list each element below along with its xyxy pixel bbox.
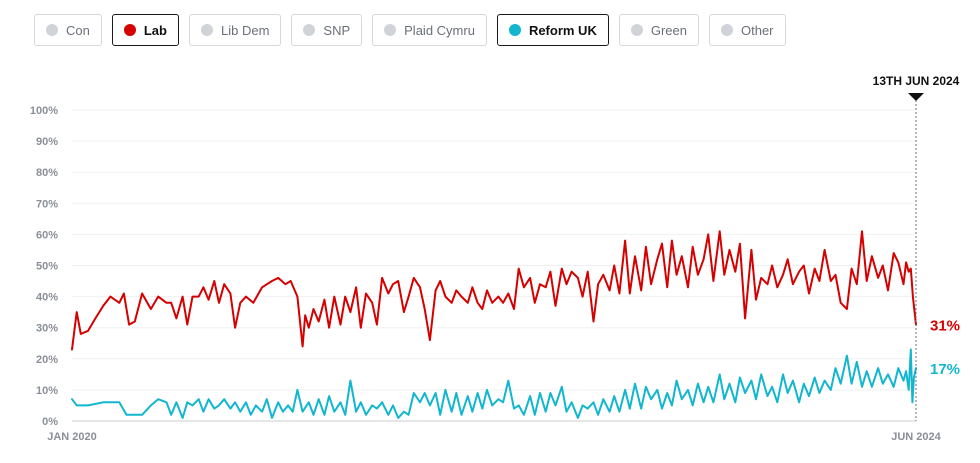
legend-dot-icon <box>630 24 643 36</box>
legend-dot-icon <box>46 24 58 36</box>
legend-toggle-reform[interactable]: Reform UK <box>496 14 609 46</box>
legend-toggle-con[interactable]: Con <box>34 14 102 46</box>
legend-label: Plaid Cymru <box>404 22 475 38</box>
x-tick-label: JAN 2020 <box>47 431 97 443</box>
series-line-reform-uk <box>71 348 917 419</box>
marker-date-label: 13TH JUN 2024 <box>873 74 960 88</box>
party-legend: Con Lab Lib Dem SNP Plaid Cymru Reform UK Gree… <box>34 14 786 46</box>
y-tick-label: 20% <box>36 354 58 366</box>
legend-label: Reform UK <box>528 22 597 38</box>
y-axis: 0% 10% 20% 30% 40% 50% 60% 70% 80% 90% 100% <box>30 105 58 428</box>
x-tick-label: JUN 2024 <box>891 431 941 443</box>
series-end-labels: 31% 17% <box>930 318 960 379</box>
y-tick-label: 50% <box>36 261 58 273</box>
y-tick-label: 60% <box>36 229 58 241</box>
legend-toggle-lab[interactable]: Lab <box>111 14 179 46</box>
legend-label: Con <box>66 22 90 38</box>
legend-dot-icon <box>200 24 213 36</box>
legend-label: Lib Dem <box>220 22 270 38</box>
legend-dot-icon <box>123 24 136 36</box>
legend-label: Green <box>650 22 687 38</box>
chart-series <box>71 230 917 419</box>
legend-dot-icon <box>303 24 316 36</box>
y-tick-label: 90% <box>36 136 58 148</box>
y-tick-label: 70% <box>36 198 58 210</box>
y-tick-label: 40% <box>36 292 58 304</box>
y-tick-label: 100% <box>30 105 58 117</box>
chart-grid <box>72 109 916 422</box>
y-tick-label: 80% <box>36 167 58 179</box>
legend-toggle-snp[interactable]: SNP <box>291 14 363 46</box>
legend-toggle-plaid[interactable]: Plaid Cymru <box>372 14 487 46</box>
legend-toggle-libdem[interactable]: Lib Dem <box>188 14 282 46</box>
series-end-label: 17% <box>930 361 960 378</box>
legend-label: Other <box>740 22 774 38</box>
legend-label: SNP <box>323 22 351 38</box>
legend-toggle-green[interactable]: Green <box>618 14 699 46</box>
x-axis: JAN 2020 JUN 2024 <box>47 431 941 443</box>
series-end-label: 31% <box>930 318 960 335</box>
date-marker: 13TH JUN 2024 <box>873 74 960 421</box>
legend-dot-icon <box>720 24 733 36</box>
legend-label: Lab <box>143 22 167 38</box>
series-line-lab <box>71 230 917 351</box>
y-tick-label: 0% <box>42 416 58 428</box>
y-tick-label: 30% <box>36 323 58 335</box>
y-tick-label: 10% <box>36 385 58 397</box>
legend-toggle-other[interactable]: Other <box>708 14 786 46</box>
marker-triangle-icon <box>908 93 924 101</box>
legend-dot-icon <box>508 24 521 36</box>
legend-dot-icon <box>384 24 397 36</box>
